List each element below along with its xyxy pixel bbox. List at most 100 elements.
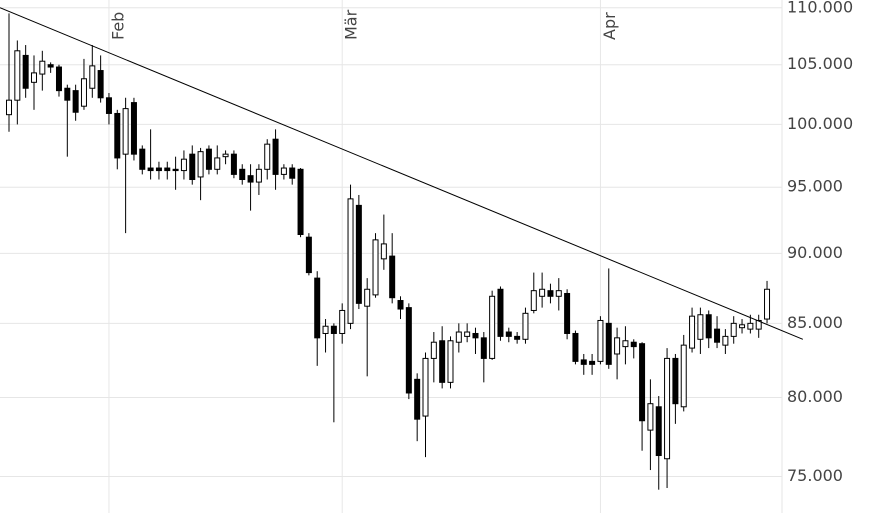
candle-body bbox=[739, 324, 746, 329]
candle-body bbox=[547, 290, 554, 297]
candle-body bbox=[489, 295, 496, 359]
candle-body bbox=[6, 99, 12, 116]
candle-body bbox=[147, 167, 154, 172]
candle-body bbox=[405, 307, 412, 394]
candle-body bbox=[339, 309, 346, 334]
candle-body bbox=[347, 198, 354, 324]
candle-body bbox=[414, 378, 421, 420]
y-tick-label: 80.000 bbox=[787, 387, 843, 406]
candle-body bbox=[497, 288, 504, 337]
candle-body bbox=[522, 312, 529, 340]
candle-body bbox=[139, 148, 146, 170]
candle-body bbox=[89, 65, 96, 89]
candle-body bbox=[230, 153, 237, 175]
candle-body bbox=[55, 66, 62, 92]
candle-body bbox=[630, 341, 637, 348]
candle-body bbox=[172, 168, 179, 172]
candle-body bbox=[605, 322, 612, 365]
candle-body bbox=[464, 331, 471, 337]
candle-body bbox=[155, 167, 162, 172]
candle-body bbox=[397, 300, 404, 310]
candle-body bbox=[197, 151, 204, 178]
y-tick-label: 75.000 bbox=[787, 466, 843, 485]
candle-body bbox=[372, 239, 379, 296]
candle-body bbox=[614, 337, 621, 355]
trendline bbox=[0, 7, 804, 340]
candle-body bbox=[422, 357, 429, 417]
candle-body bbox=[639, 343, 646, 422]
candle-body bbox=[205, 148, 212, 170]
candle-body bbox=[564, 292, 571, 334]
candle-body bbox=[280, 167, 287, 175]
y-tick-label: 85.000 bbox=[787, 313, 843, 332]
candle-body bbox=[30, 72, 37, 83]
candle-body bbox=[672, 357, 679, 405]
candle-body bbox=[239, 168, 246, 181]
candle-body bbox=[472, 332, 479, 339]
candle-body bbox=[514, 335, 521, 340]
y-tick-label: 90.000 bbox=[787, 243, 843, 262]
candle-body bbox=[480, 337, 487, 359]
candle-body bbox=[664, 357, 671, 460]
candle-body bbox=[64, 87, 71, 101]
x-tick-label: Feb bbox=[108, 12, 127, 40]
candle-body bbox=[447, 340, 454, 383]
candle-body bbox=[764, 288, 771, 320]
candle-body bbox=[722, 335, 729, 346]
candle-body bbox=[39, 60, 46, 75]
y-tick-label: 95.000 bbox=[787, 177, 843, 196]
candle-body bbox=[597, 319, 604, 362]
candle-body bbox=[272, 138, 279, 175]
candle-body bbox=[72, 90, 79, 113]
candle-body bbox=[539, 288, 546, 297]
x-tick-label: Mär bbox=[342, 9, 361, 40]
candle-body bbox=[314, 277, 321, 339]
candle-body bbox=[247, 175, 254, 183]
candle-body bbox=[730, 322, 737, 337]
candle-body bbox=[130, 102, 137, 155]
candle-body bbox=[22, 54, 29, 89]
candle-body bbox=[530, 290, 537, 311]
candle-body bbox=[389, 255, 396, 299]
y-tick-label: 100.000 bbox=[787, 114, 853, 133]
candle-body bbox=[580, 359, 587, 365]
candle-body bbox=[455, 331, 462, 343]
candle-body bbox=[705, 314, 712, 339]
y-tick-label: 110.000 bbox=[787, 0, 853, 16]
candle-body bbox=[114, 112, 121, 159]
candle-body bbox=[439, 340, 446, 383]
candle-body bbox=[214, 157, 221, 170]
candle-body bbox=[572, 332, 579, 362]
candle-body bbox=[164, 167, 171, 172]
candle-body bbox=[97, 70, 104, 99]
candle-body bbox=[180, 158, 187, 172]
candle-body bbox=[689, 315, 696, 349]
candle-body bbox=[289, 167, 296, 179]
candle-body bbox=[555, 290, 562, 297]
candle-body bbox=[47, 64, 54, 68]
candle-body bbox=[322, 325, 329, 334]
candle-body bbox=[380, 243, 387, 260]
candle-body bbox=[714, 328, 721, 343]
candle-body bbox=[647, 403, 654, 431]
candle-body bbox=[355, 204, 362, 304]
candle-body bbox=[330, 325, 337, 334]
candle-body bbox=[655, 406, 662, 457]
candle-body bbox=[297, 168, 304, 235]
candle-body bbox=[189, 153, 196, 181]
candle-body bbox=[80, 78, 87, 107]
candle-body bbox=[505, 331, 512, 337]
candle-body bbox=[364, 288, 371, 307]
candle-body bbox=[697, 314, 704, 340]
y-tick-label: 105.000 bbox=[787, 54, 853, 73]
candle-body bbox=[430, 341, 437, 359]
candle-body bbox=[747, 322, 754, 330]
candle-body bbox=[222, 153, 229, 158]
candle-body bbox=[755, 319, 762, 330]
candle-body bbox=[105, 97, 112, 114]
candle-body bbox=[680, 344, 687, 408]
candle-body bbox=[264, 143, 271, 170]
x-tick-label: Apr bbox=[600, 12, 619, 40]
candle-body bbox=[305, 236, 312, 274]
